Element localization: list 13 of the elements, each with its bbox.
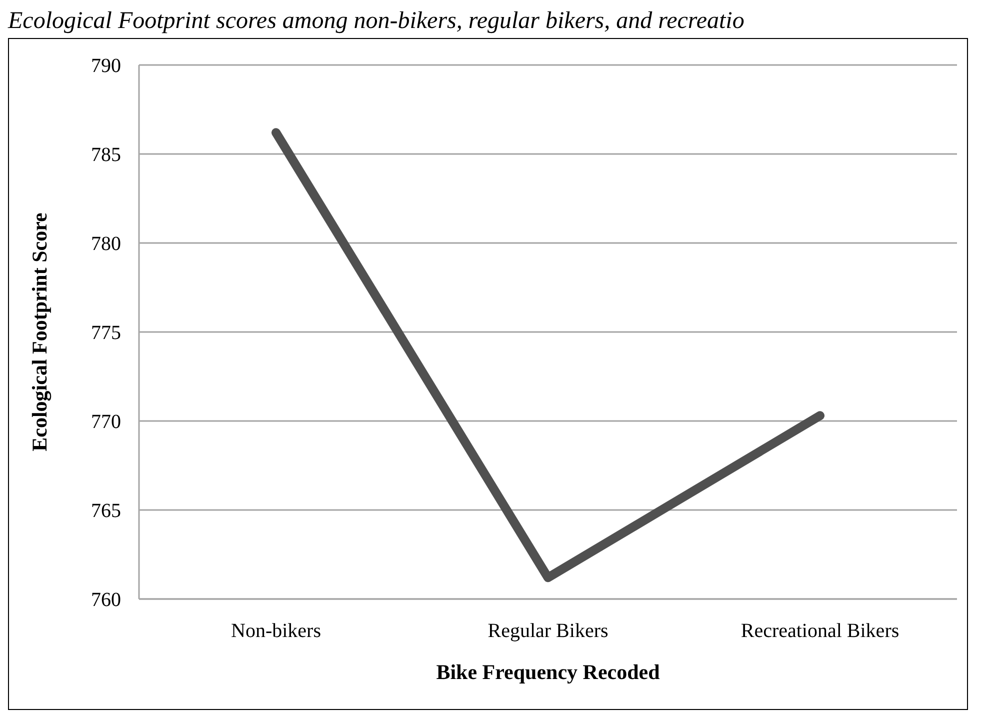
y-tick-label: 765 <box>91 500 121 522</box>
y-tick-label: 760 <box>91 589 121 612</box>
y-tick-label: 785 <box>91 144 121 166</box>
x-axis-title: Bike Frequency Recoded <box>436 660 660 684</box>
chart-title: Ecological Footprint scores among non-bikers, regular bikers, and recreatio <box>8 8 746 36</box>
y-tick-label: 770 <box>91 411 121 434</box>
y-tick-label: 790 <box>91 55 121 78</box>
y-axis-title: Ecological Footprint Score <box>27 212 52 452</box>
x-tick-label: Non-bikers <box>231 620 322 642</box>
x-tick-label: Recreational Bikers <box>740 620 900 642</box>
y-tick-label: 780 <box>91 233 121 256</box>
x-tick-label: Regular Bikers <box>488 620 608 642</box>
y-tick-label: 775 <box>91 322 121 344</box>
